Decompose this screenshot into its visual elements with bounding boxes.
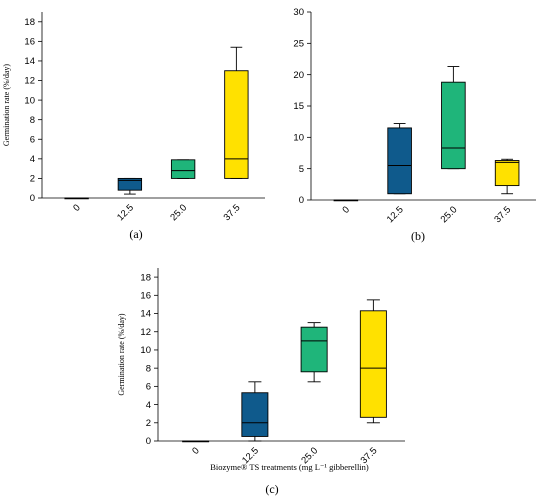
panel-a: 0 2 4 6 8 10 12 14 16 18 0 12.5 25.0 37.5 Germination … <box>2 12 265 241</box>
box-body <box>494 160 520 187</box>
y-tick-label: 16 <box>140 291 151 302</box>
box-0 <box>333 199 359 202</box>
box-body <box>170 159 196 179</box>
box-body <box>241 392 269 437</box>
box-body <box>224 70 249 179</box>
y-tick-label: 6 <box>30 134 35 145</box>
y-tick-label: 14 <box>24 56 35 67</box>
y-tick-label: 4 <box>30 154 35 165</box>
y-tick-label: 6 <box>146 382 151 393</box>
y-tick-label: 2 <box>146 418 151 429</box>
box-25.0 <box>300 322 328 383</box>
box-0 <box>182 440 210 443</box>
box-0 <box>64 197 89 200</box>
box-body <box>300 326 328 373</box>
y-tick-label: 0 <box>299 195 304 206</box>
x-tick-label: 0 <box>190 445 202 457</box>
box-body <box>117 177 143 191</box>
y-tick-label: 8 <box>30 115 35 126</box>
y-tick-label: 4 <box>146 400 151 411</box>
y-tick-label: 0 <box>30 193 35 204</box>
box-37.5 <box>359 299 387 424</box>
y-tick-label: 8 <box>146 363 151 374</box>
box-25.0 <box>441 66 466 170</box>
y-tick-label: 25 <box>293 39 304 50</box>
y-tick-label: 10 <box>24 95 35 106</box>
x-tick-label: 12.5 <box>115 202 136 223</box>
y-tick-label: 5 <box>299 164 304 175</box>
y-tick-label: 0 <box>146 436 151 447</box>
x-axis-title: Biozyme® TS treatments (mg L⁻¹ gibberell… <box>210 462 369 472</box>
box-37.5 <box>494 158 520 195</box>
panel-label: (c) <box>265 482 278 496</box>
y-tick-label: 14 <box>140 309 151 320</box>
panel-b: 0 5 10 15 20 25 30 0 12.5 25.0 37.5 (b) <box>293 7 536 243</box>
x-tick-label: 37.5 <box>222 202 243 223</box>
y-tick-label: 18 <box>140 272 151 283</box>
y-tick-label: 20 <box>293 70 304 81</box>
x-tick-label: 37.5 <box>492 204 513 225</box>
x-tick-label: 25.0 <box>439 204 460 225</box>
box-12.5 <box>241 381 269 442</box>
panel-label: (a) <box>129 227 142 241</box>
box-37.5 <box>224 46 249 179</box>
x-tick-label: 12.5 <box>385 204 406 225</box>
x-tick-label: 0 <box>71 202 83 214</box>
y-tick-label: 2 <box>30 174 35 185</box>
box-12.5 <box>387 123 412 195</box>
x-tick-label: 25.0 <box>168 202 189 223</box>
y-axis-title: Germination rate (%/day) <box>117 313 126 396</box>
box-12.5 <box>117 177 143 195</box>
box-body <box>359 310 387 418</box>
y-tick-label: 12 <box>140 327 151 338</box>
y-tick-label: 10 <box>140 345 151 356</box>
box-body <box>387 127 412 195</box>
y-axis-title: Germination rate (%/day) <box>2 64 11 147</box>
box-body <box>441 81 466 170</box>
y-tick-label: 16 <box>24 37 35 48</box>
y-tick-label: 30 <box>293 7 304 18</box>
panel-label: (b) <box>411 229 425 243</box>
y-tick-label: 18 <box>24 17 35 28</box>
x-tick-label: 0 <box>340 204 352 216</box>
box-25.0 <box>170 159 196 179</box>
y-tick-label: 12 <box>24 76 35 87</box>
y-tick-label: 15 <box>293 101 304 112</box>
y-tick-label: 10 <box>293 133 304 144</box>
